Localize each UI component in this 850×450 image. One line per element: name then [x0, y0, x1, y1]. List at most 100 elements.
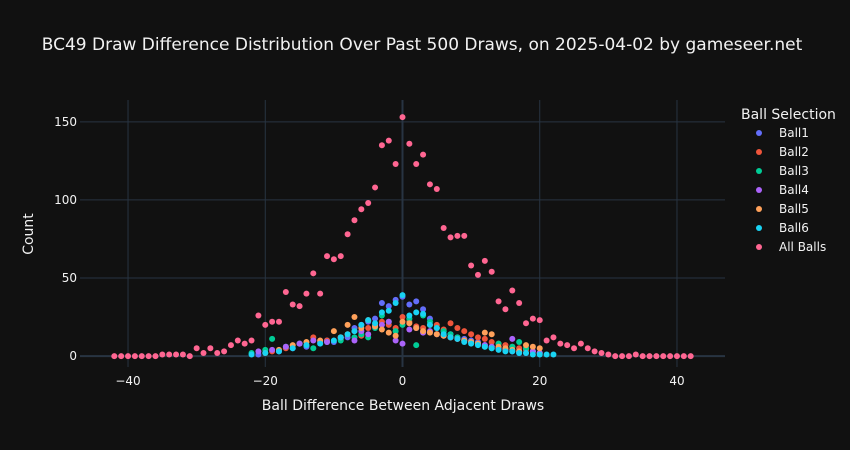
data-point	[461, 328, 468, 335]
data-point	[248, 337, 255, 344]
data-point	[481, 335, 488, 342]
data-point	[378, 326, 385, 333]
data-point	[317, 340, 324, 347]
data-point	[317, 290, 324, 297]
legend-items: Ball1 Ball2 Ball3 Ball4 Ball5 Ball6 All Balls	[756, 126, 826, 254]
data-point	[529, 343, 536, 350]
data-point	[509, 335, 516, 342]
legend-title: Ball Selection	[741, 107, 836, 123]
data-point	[330, 337, 337, 344]
data-point	[639, 353, 646, 360]
data-point	[399, 292, 406, 299]
data-point	[481, 329, 488, 336]
data-point	[509, 287, 516, 294]
data-point	[282, 343, 289, 350]
data-point	[426, 181, 433, 188]
data-point	[426, 329, 433, 336]
data-point	[296, 340, 303, 347]
legend-label: All Balls	[779, 240, 826, 254]
data-point	[536, 351, 543, 358]
data-point	[392, 299, 399, 306]
data-point	[516, 339, 523, 346]
data-point	[365, 317, 372, 324]
data-point	[399, 318, 406, 325]
data-point	[440, 225, 447, 232]
data-point	[598, 349, 605, 356]
legend-marker	[756, 244, 762, 250]
data-point	[447, 334, 454, 341]
data-point	[680, 353, 687, 360]
data-point	[227, 342, 234, 349]
data-point	[365, 200, 372, 207]
data-point	[447, 320, 454, 327]
legend: Ball Selection Ball1 Ball2 Ball3 Ball4 Ball5…	[741, 107, 836, 254]
series-ball6	[248, 292, 557, 358]
legend-label: Ball6	[779, 221, 809, 235]
data-point	[173, 351, 180, 358]
data-point	[523, 320, 530, 327]
legend-marker	[756, 168, 762, 174]
legend-label: Ball5	[779, 202, 809, 216]
data-point	[399, 314, 406, 321]
tick-labels: −40 −20 0 20 40 0 50 100 150	[54, 115, 685, 388]
data-point	[454, 324, 461, 331]
data-point	[269, 335, 276, 342]
data-point	[468, 262, 475, 269]
legend-marker	[756, 187, 762, 193]
data-point	[193, 345, 200, 352]
data-point	[653, 353, 660, 360]
data-point	[495, 298, 502, 305]
x-tick-label: 0	[399, 374, 407, 388]
data-point	[378, 299, 385, 306]
data-point	[269, 346, 276, 353]
data-point	[385, 307, 392, 314]
data-point	[262, 349, 269, 356]
data-point	[488, 339, 495, 346]
data-point	[413, 161, 420, 168]
data-point	[406, 326, 413, 333]
data-point	[372, 320, 379, 327]
data-point	[564, 342, 571, 349]
data-point	[440, 331, 447, 338]
y-tick-label: 100	[54, 193, 77, 207]
data-point	[502, 348, 509, 355]
data-point	[420, 310, 427, 317]
data-point	[612, 353, 619, 360]
data-point	[118, 353, 125, 360]
data-point	[324, 253, 331, 260]
data-point	[426, 321, 433, 328]
data-point	[310, 345, 317, 352]
data-point	[516, 299, 523, 306]
data-point	[523, 349, 530, 356]
data-point	[461, 232, 468, 239]
data-point	[673, 353, 680, 360]
data-point	[420, 306, 427, 313]
data-point	[234, 337, 241, 344]
data-point	[275, 318, 282, 325]
data-point	[502, 306, 509, 313]
data-point	[269, 318, 276, 325]
data-point	[324, 339, 331, 346]
data-point	[577, 340, 584, 347]
data-point	[351, 328, 358, 335]
data-point	[488, 331, 495, 338]
y-tick-label: 0	[69, 349, 77, 363]
data-point	[351, 337, 358, 344]
y-tick-label: 50	[62, 271, 77, 285]
legend-label: Ball1	[779, 126, 809, 140]
data-point	[358, 206, 365, 213]
data-point	[488, 345, 495, 352]
data-point	[282, 289, 289, 296]
chart-title: BC49 Draw Difference Distribution Over P…	[42, 35, 803, 55]
data-point	[454, 335, 461, 342]
data-point	[289, 345, 296, 352]
data-point	[385, 137, 392, 144]
data-point	[433, 186, 440, 192]
data-point	[543, 337, 550, 344]
data-point	[179, 351, 186, 358]
data-point	[372, 184, 379, 191]
data-point	[461, 339, 468, 346]
data-point	[344, 231, 351, 238]
data-point	[166, 351, 173, 358]
